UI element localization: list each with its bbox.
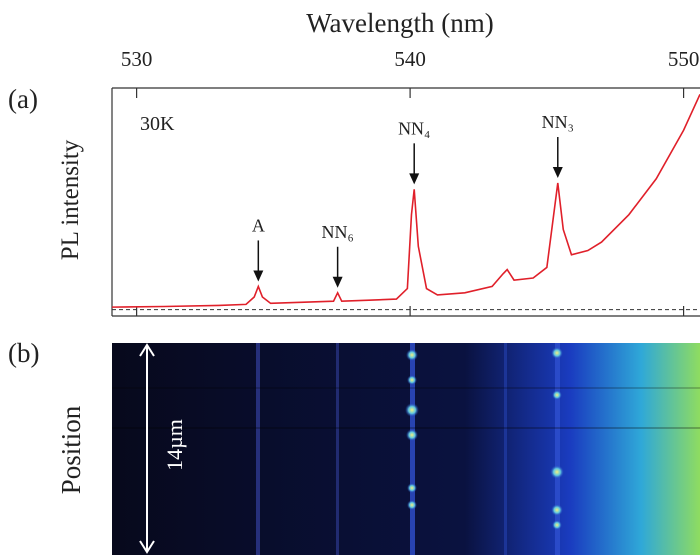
y-axis-title: PL intensity <box>57 139 84 260</box>
peak-label: NN₆ <box>321 222 353 242</box>
peak-arrowhead <box>332 276 343 288</box>
peak-arrowhead <box>552 167 563 178</box>
x-tick-label: 540 <box>394 47 426 71</box>
panel-label: (a) <box>8 84 38 114</box>
peak-label: A <box>252 215 265 235</box>
temperature-label: 30K <box>140 113 175 135</box>
peak-label: NN₃ <box>542 112 574 132</box>
scale-bar-label: 14µm <box>162 419 187 471</box>
x-tick-label: 530 <box>121 47 153 71</box>
spectral-image <box>112 343 700 555</box>
panel-label: (b) <box>8 338 39 368</box>
spectrum-line <box>111 93 700 308</box>
peak-arrowhead <box>409 173 420 185</box>
x-tick-label: 550 <box>668 47 700 71</box>
peak-arrowhead <box>253 270 264 282</box>
peak-label: NN₄ <box>398 118 430 138</box>
x-axis-title: Wavelength (nm) <box>306 8 494 38</box>
scale-bar <box>139 343 155 554</box>
y-axis-title: Position <box>56 405 86 494</box>
